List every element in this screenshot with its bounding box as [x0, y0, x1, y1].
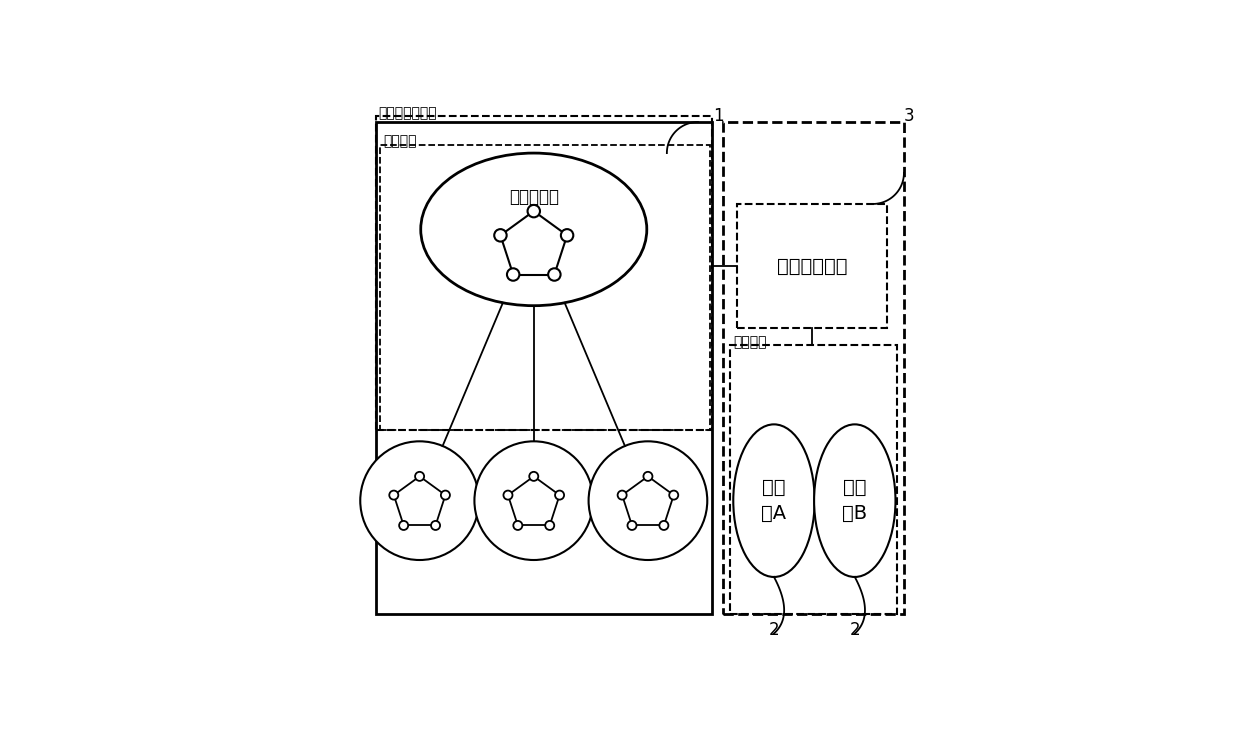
Circle shape — [503, 490, 512, 500]
Circle shape — [507, 269, 520, 280]
Bar — [730, 345, 898, 614]
Text: 局部全节点网络: 局部全节点网络 — [378, 106, 436, 120]
Text: 外部子网: 外部子网 — [733, 335, 766, 349]
Circle shape — [529, 472, 538, 481]
Bar — [738, 204, 887, 328]
Bar — [723, 122, 904, 614]
Text: 内部子网: 内部子网 — [383, 134, 417, 148]
Ellipse shape — [815, 424, 895, 577]
Circle shape — [361, 441, 479, 560]
Circle shape — [546, 521, 554, 530]
Circle shape — [495, 229, 507, 241]
Circle shape — [527, 205, 539, 217]
Circle shape — [475, 441, 593, 560]
Text: 1: 1 — [713, 107, 724, 125]
Text: 2: 2 — [849, 621, 861, 639]
Ellipse shape — [420, 153, 647, 305]
Circle shape — [618, 490, 626, 500]
Circle shape — [560, 229, 573, 241]
Circle shape — [432, 521, 440, 530]
Text: 平行
链A: 平行 链A — [761, 478, 786, 523]
Circle shape — [389, 490, 398, 500]
Circle shape — [660, 521, 668, 530]
Ellipse shape — [733, 424, 815, 577]
Text: 平行
链B: 平行 链B — [842, 478, 867, 523]
Circle shape — [415, 472, 424, 481]
Circle shape — [548, 269, 560, 280]
Text: 3: 3 — [904, 107, 915, 125]
Circle shape — [556, 490, 564, 500]
Bar — [376, 122, 712, 614]
Circle shape — [627, 521, 636, 530]
Circle shape — [399, 521, 408, 530]
Bar — [379, 145, 711, 430]
Circle shape — [441, 490, 450, 500]
Bar — [376, 117, 712, 430]
Circle shape — [589, 441, 707, 560]
Text: 2: 2 — [769, 621, 779, 639]
Text: 全节点网络: 全节点网络 — [508, 189, 559, 206]
Circle shape — [670, 490, 678, 500]
Circle shape — [644, 472, 652, 481]
Text: 跨链通信装置: 跨链通信装置 — [777, 257, 847, 275]
Circle shape — [513, 521, 522, 530]
